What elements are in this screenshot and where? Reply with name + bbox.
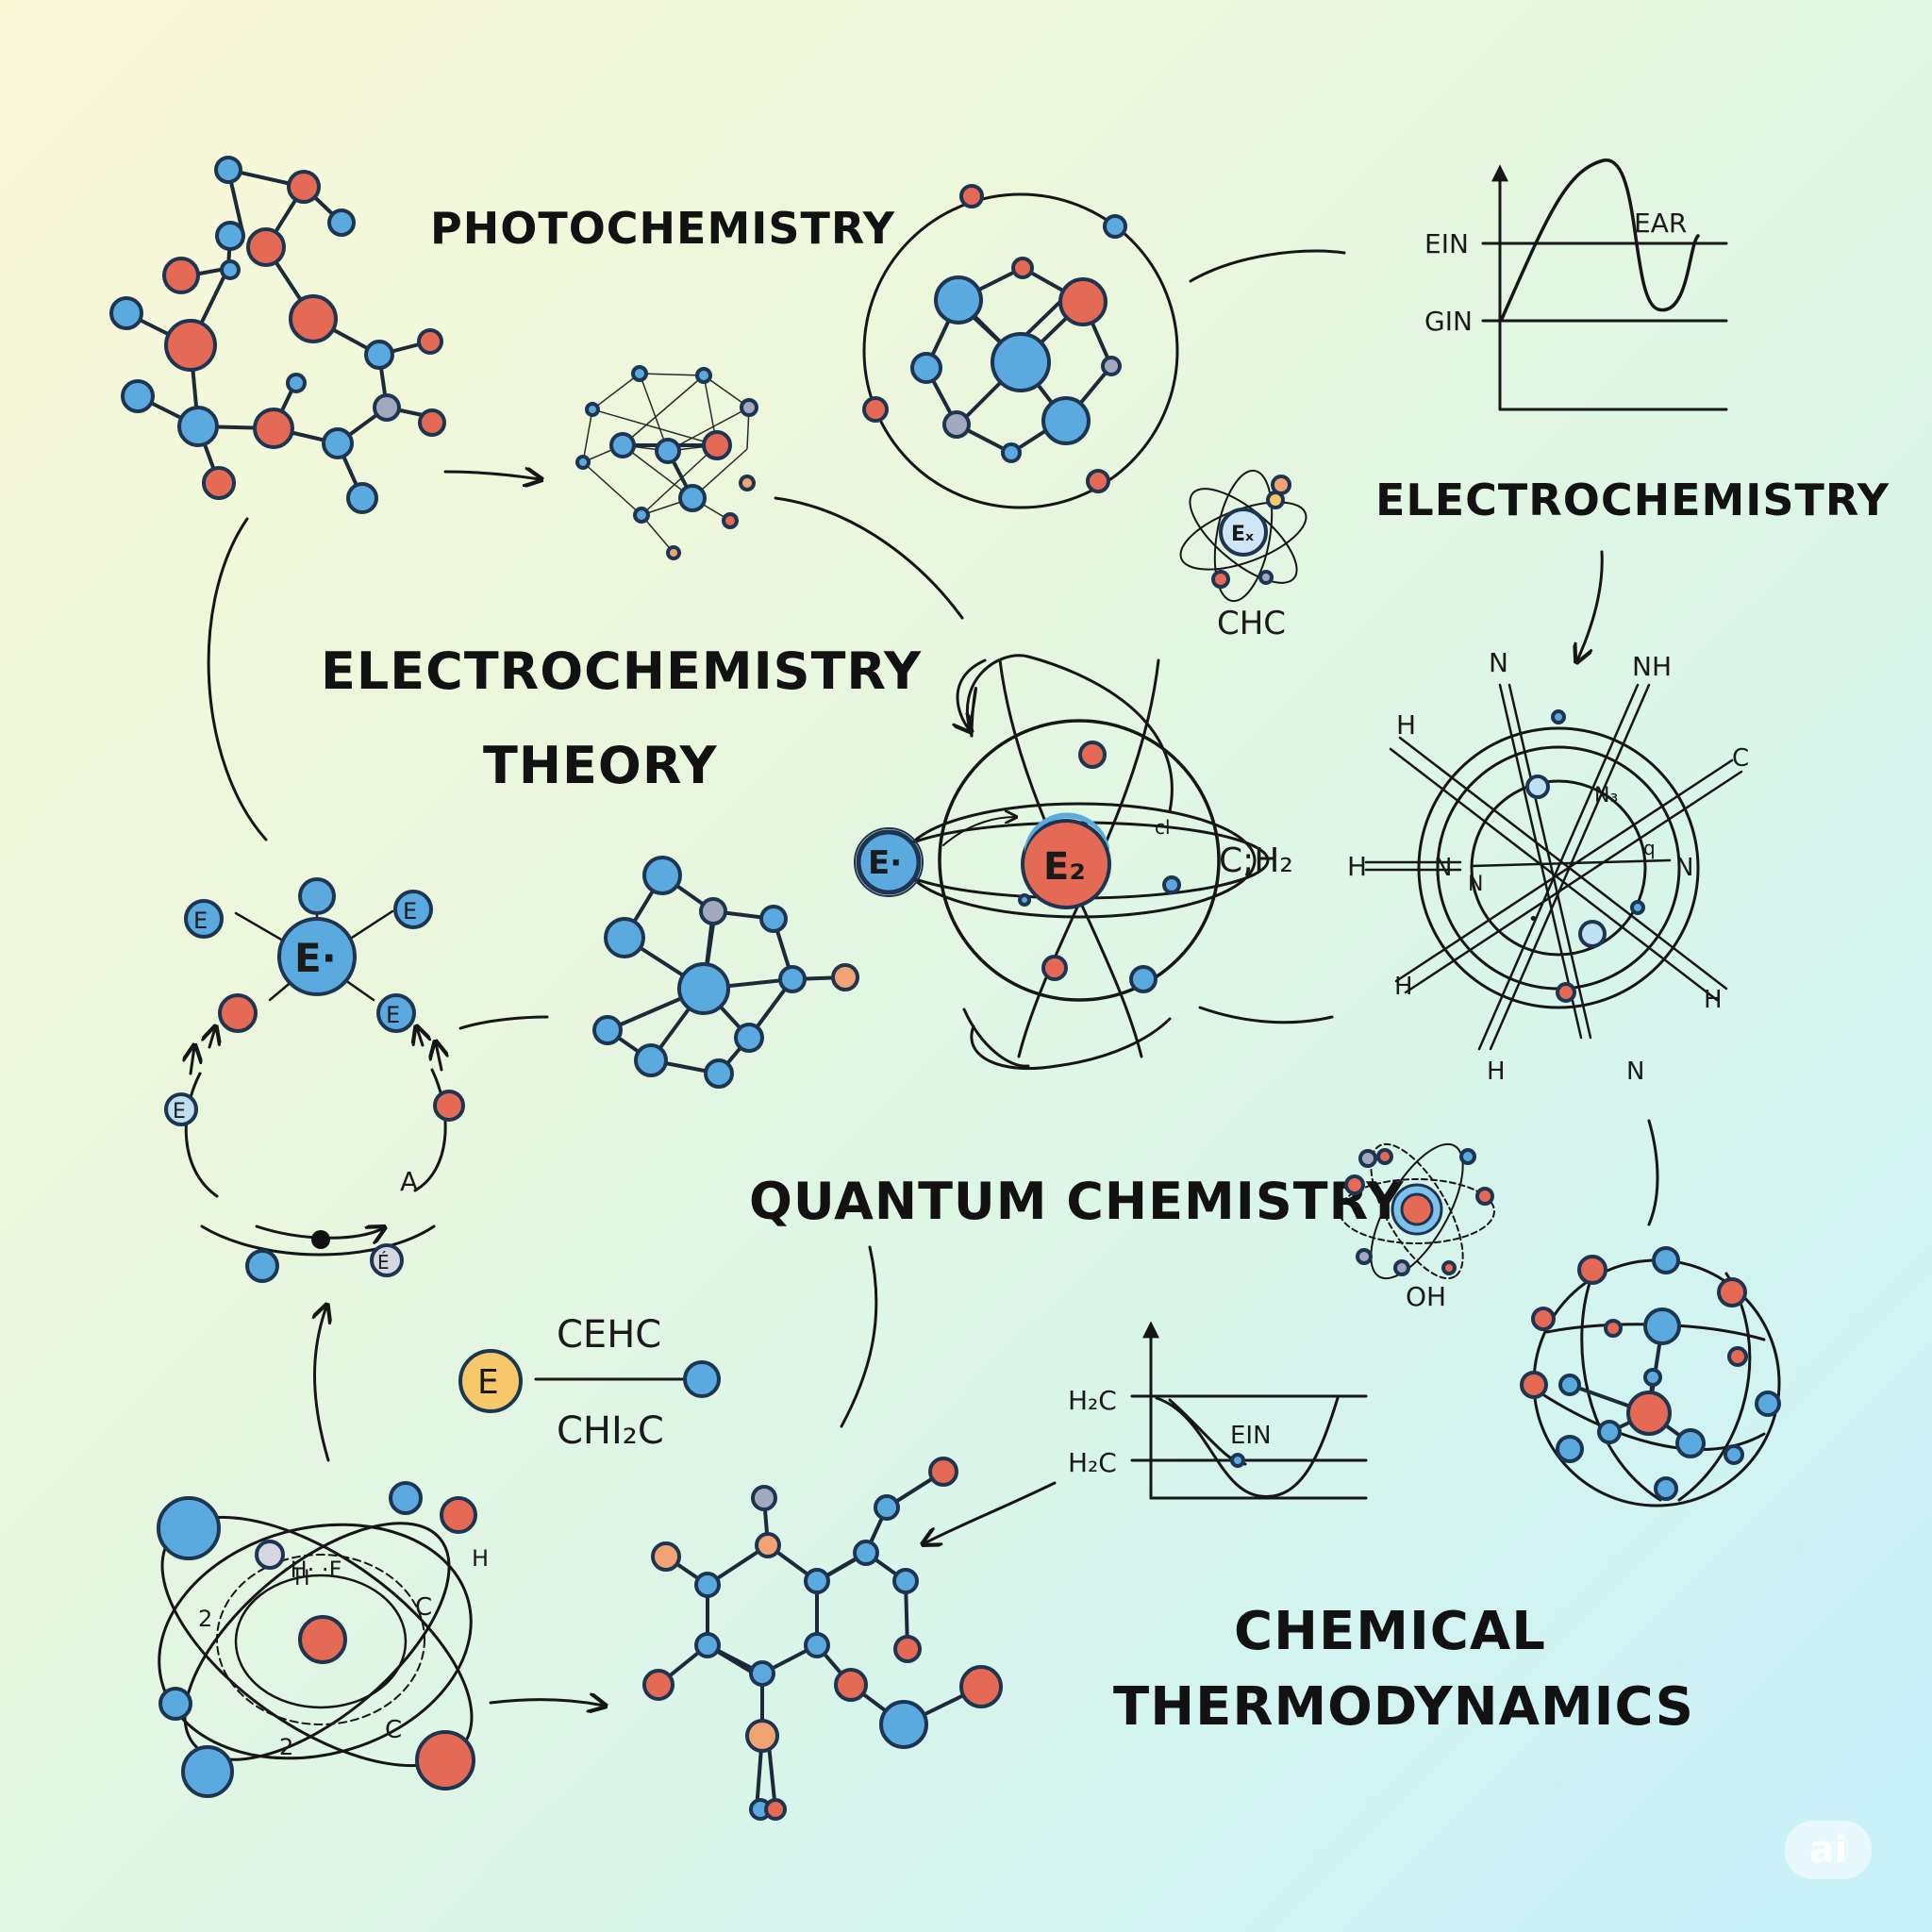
cycle-satellite-2: E xyxy=(386,1002,400,1028)
ai-watermark-badge: ai xyxy=(1785,1821,1872,1879)
connector-lines xyxy=(207,249,1659,1706)
atom-central: E· E₂ cl C;H₂ xyxy=(854,654,1293,1071)
bottom-atom-label-5: C xyxy=(385,1716,402,1744)
molecule-sphere xyxy=(1520,1246,1781,1507)
bottom-atom-label-4: 2 xyxy=(198,1606,212,1632)
graph-bottom-curve-label: EIN xyxy=(1230,1422,1272,1450)
ring-label-6: H xyxy=(1394,973,1413,1001)
bottom-atom-label-3: C xyxy=(415,1593,432,1622)
topic-electrochemistry: ELECTROCHEMISTRY xyxy=(1375,475,1890,525)
topic-electrochemistry-theory-line2: THEORY xyxy=(483,736,718,795)
cycle-satellite-4: É xyxy=(377,1251,390,1274)
ring-label-4: H xyxy=(1347,851,1367,882)
electron-cycle: E· E E E E A É xyxy=(164,877,465,1283)
graph-top-upper-level-label: EIN xyxy=(1424,228,1469,259)
ring-label-8: H xyxy=(1704,986,1723,1014)
atom-bottom-left: ·H· ·F H H C 2 C 2 xyxy=(157,1481,489,1798)
central-small-tag: cl xyxy=(1155,816,1171,839)
ring-label-12: N₃ xyxy=(1594,784,1618,808)
topic-quantum-chemistry: QUANTUM CHEMISTRY xyxy=(749,1172,1404,1231)
small-atom-core-label: Eₓ xyxy=(1231,523,1254,546)
ring-label-14: • xyxy=(1528,909,1539,929)
central-side-formula: C;H₂ xyxy=(1219,841,1293,880)
cycle-core-label: E· xyxy=(294,935,337,981)
ring-label-13: q xyxy=(1643,837,1656,859)
energy-graph-top: EIN GIN EAR xyxy=(1424,158,1728,411)
ring-label-3: C xyxy=(1732,744,1749,773)
ring-label-1: NH xyxy=(1632,651,1672,682)
ring-label-5: N xyxy=(1434,854,1452,882)
molecule-bottom-center xyxy=(642,1457,1003,1821)
oh-label: OH xyxy=(1406,1281,1446,1312)
topic-electrochemistry-theory-line1: ELECTROCHEMISTRY xyxy=(321,641,922,701)
graph-top-lower-level-label: GIN xyxy=(1424,306,1473,337)
molecule-circle-top xyxy=(862,184,1179,509)
bond-formula-bottom: CHI₂C xyxy=(557,1409,664,1453)
cycle-satellite-1: E xyxy=(403,898,417,924)
bottom-atom-label-1: H xyxy=(472,1545,489,1572)
ring-molecule-right: N NH H C H N H N H N H N N₃ q • xyxy=(1347,647,1749,1086)
graph-bottom-upper-level-label: H₂C xyxy=(1068,1385,1117,1416)
atom-quantum: OH xyxy=(1339,1142,1495,1312)
cycle-arc-tag: A xyxy=(400,1166,418,1197)
molecule-top-left xyxy=(109,156,446,514)
ring-label-9: N xyxy=(1626,1058,1644,1086)
molecule-web-cluster xyxy=(575,365,758,560)
ring-label-2: H xyxy=(1396,709,1416,741)
graph-bottom-lower-level-label: H₂C xyxy=(1068,1447,1117,1478)
graph-top-curve-label: EAR xyxy=(1634,208,1687,239)
central-left-electron-label: E· xyxy=(868,844,902,882)
topic-chemical-thermodynamics-line1: CHEMICAL xyxy=(1234,1601,1546,1662)
topic-photochemistry: PHOTOCHEMISTRY xyxy=(430,203,895,254)
small-atom-chc: Eₓ CHC xyxy=(1179,469,1307,642)
bottom-atom-label-6: 2 xyxy=(279,1734,293,1760)
bond-formula-badge: E xyxy=(477,1363,499,1402)
ring-label-10: H xyxy=(1487,1058,1506,1086)
ring-label-7: N xyxy=(1675,854,1693,882)
ring-label-11: N xyxy=(1468,873,1483,896)
molecule-cage xyxy=(592,856,859,1089)
ring-label-0: N xyxy=(1489,647,1508,678)
energy-graph-bottom: H₂C H₂C EIN xyxy=(1068,1321,1368,1500)
bottom-atom-label-2: H xyxy=(294,1567,310,1591)
cycle-satellite-0: E xyxy=(193,908,208,934)
central-nucleus-label: E₂ xyxy=(1043,845,1086,889)
bottom-atom-label-0: ·H· ·F xyxy=(283,1557,341,1583)
cycle-satellite-3: E xyxy=(173,1100,186,1124)
bond-formula-top: CEHC xyxy=(557,1313,661,1357)
topic-chemical-thermodynamics-line2: THERMODYNAMICS xyxy=(1113,1676,1694,1738)
small-atom-label: CHC xyxy=(1217,605,1286,642)
bond-formula: E CEHC CHI₂C xyxy=(458,1313,721,1453)
